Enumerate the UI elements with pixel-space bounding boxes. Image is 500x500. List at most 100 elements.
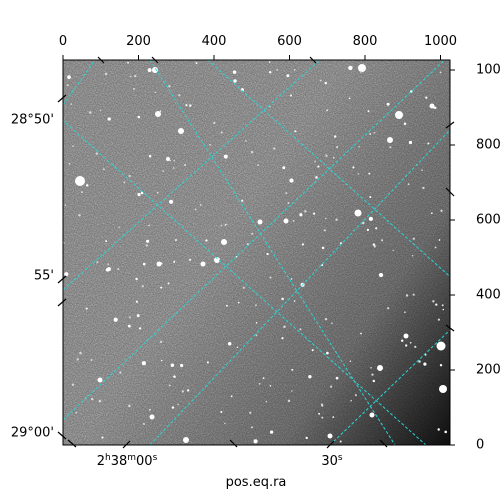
star (232, 70, 237, 74)
star (185, 104, 188, 107)
star (436, 341, 446, 351)
star (326, 351, 329, 355)
star (432, 300, 435, 303)
star (71, 383, 75, 386)
star (290, 94, 292, 97)
star (162, 170, 165, 172)
star (405, 344, 408, 347)
star (178, 128, 184, 134)
star (145, 244, 148, 247)
top-tick-800: 800 (352, 34, 378, 49)
star (366, 228, 370, 232)
star (332, 416, 335, 418)
star (160, 262, 163, 265)
star (230, 395, 233, 398)
star (236, 346, 239, 349)
star (148, 224, 151, 227)
star (336, 146, 339, 149)
star (311, 349, 314, 352)
star (425, 96, 428, 99)
star (88, 111, 92, 114)
star (412, 293, 415, 296)
right-tick-400: 400 (476, 287, 500, 303)
star (354, 209, 362, 217)
top-axis-ticks (62, 55, 441, 60)
star (200, 261, 206, 267)
star (117, 268, 120, 271)
star (403, 122, 407, 126)
star (335, 218, 338, 221)
star (148, 154, 152, 158)
star (225, 223, 228, 226)
star (107, 117, 111, 121)
star (233, 79, 237, 83)
star (433, 106, 436, 109)
star (220, 224, 223, 227)
star (105, 267, 110, 272)
star (442, 308, 445, 311)
star (135, 277, 138, 281)
star (291, 390, 293, 392)
star (331, 322, 333, 324)
star (370, 366, 372, 369)
star (206, 361, 209, 364)
star (156, 191, 159, 194)
ra-hours: 2 (96, 454, 105, 469)
star (308, 375, 312, 379)
star (386, 102, 390, 106)
star (171, 406, 175, 409)
star (186, 389, 190, 392)
top-tick-200: 200 (126, 34, 151, 49)
star (359, 70, 362, 73)
star (224, 422, 226, 425)
star (352, 166, 355, 169)
star (149, 414, 155, 420)
star (199, 204, 202, 206)
star (81, 191, 83, 193)
star (137, 192, 141, 197)
star (173, 159, 175, 162)
star (427, 142, 430, 145)
star (437, 428, 440, 431)
star (350, 400, 352, 402)
star (85, 184, 89, 187)
star (440, 209, 443, 212)
star (225, 304, 228, 307)
star (373, 245, 376, 248)
star (140, 191, 144, 195)
star (367, 110, 370, 113)
star (293, 300, 296, 302)
right-tick-200: 200 (476, 362, 500, 378)
star (327, 433, 333, 439)
star (253, 439, 258, 444)
star (404, 311, 406, 314)
star (332, 156, 335, 159)
star (172, 167, 175, 169)
star (358, 146, 360, 148)
star (324, 81, 327, 85)
star (159, 110, 162, 112)
star (128, 316, 131, 319)
star (434, 246, 437, 249)
star (68, 162, 71, 165)
star (289, 178, 294, 183)
star (330, 385, 333, 388)
star (75, 176, 85, 186)
star (321, 246, 325, 250)
star (99, 109, 102, 112)
star (439, 385, 447, 393)
star (220, 131, 223, 134)
star (444, 430, 448, 434)
star (292, 219, 295, 222)
star (78, 214, 81, 217)
star (304, 210, 307, 213)
star (283, 218, 289, 224)
star (143, 423, 145, 425)
star (189, 104, 192, 107)
star (167, 282, 170, 285)
star (438, 239, 441, 241)
star (214, 257, 220, 263)
star (321, 416, 324, 419)
right-axis-ticks (450, 69, 455, 446)
star (205, 239, 208, 242)
